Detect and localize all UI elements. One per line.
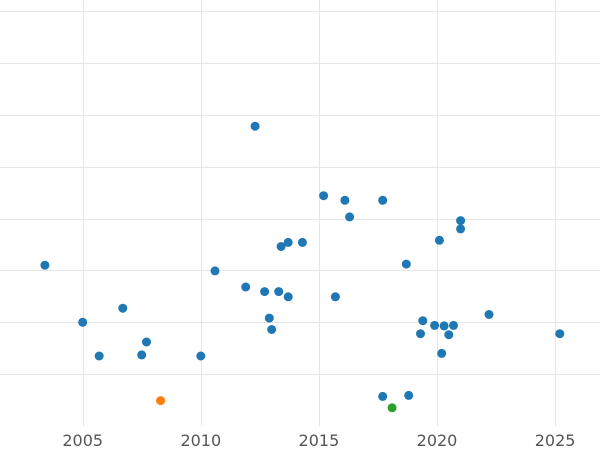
data-point-blue-37 (555, 329, 565, 339)
data-point-blue-6 (196, 351, 206, 361)
x-tick-label-2010: 2010 (180, 431, 221, 450)
data-point-blue-16 (283, 292, 293, 302)
data-point-blue-10 (260, 287, 270, 297)
data-point-blue-2 (94, 351, 104, 361)
x-tick-label-2025: 2025 (535, 431, 576, 450)
data-point-blue-36 (484, 310, 494, 319)
data-point-blue-7 (210, 266, 220, 276)
data-point-blue-22 (378, 195, 388, 205)
data-point-blue-34 (456, 224, 466, 234)
data-point-blue-1 (78, 317, 88, 327)
data-point-blue-14 (276, 242, 286, 251)
data-point-blue-30 (437, 348, 447, 358)
data-point-blue-18 (319, 191, 329, 201)
data-point-blue-19 (330, 292, 340, 302)
data-point-blue-9 (250, 121, 260, 131)
data-point-blue-8 (241, 282, 251, 292)
data-point-blue-21 (345, 212, 355, 222)
data-point-blue-28 (430, 320, 440, 330)
data-point-blue-32 (444, 330, 454, 340)
data-point-blue-29 (434, 235, 444, 245)
data-point-blue-0 (40, 260, 50, 270)
data-point-blue-5 (142, 337, 151, 347)
data-point-orange-0 (156, 396, 166, 406)
x-tick-label-2005: 2005 (62, 431, 103, 450)
data-point-blue-23 (378, 391, 388, 401)
data-point-blue-15 (283, 237, 293, 247)
data-point-blue-13 (274, 287, 284, 297)
data-point-blue-27 (418, 316, 428, 326)
data-point-green-0 (387, 403, 397, 413)
data-point-blue-4 (137, 350, 147, 360)
data-point-blue-26 (416, 329, 425, 339)
x-tick-label-2020: 2020 (417, 431, 458, 450)
data-point-blue-35 (456, 216, 466, 226)
data-point-blue-25 (404, 390, 414, 400)
grid-lines (0, 0, 600, 426)
data-points (40, 121, 565, 413)
x-tick-label-2015: 2015 (299, 431, 340, 450)
data-point-blue-12 (267, 325, 277, 334)
data-point-blue-17 (297, 237, 307, 247)
data-point-blue-20 (340, 195, 350, 205)
data-point-blue-3 (118, 303, 128, 313)
data-point-blue-31 (439, 321, 449, 331)
x-axis-tick-labels: 2005 2010 2015 2020 2025 (62, 431, 575, 450)
data-point-blue-33 (449, 320, 458, 330)
data-point-blue-11 (264, 313, 274, 323)
data-point-blue-24 (401, 259, 411, 269)
